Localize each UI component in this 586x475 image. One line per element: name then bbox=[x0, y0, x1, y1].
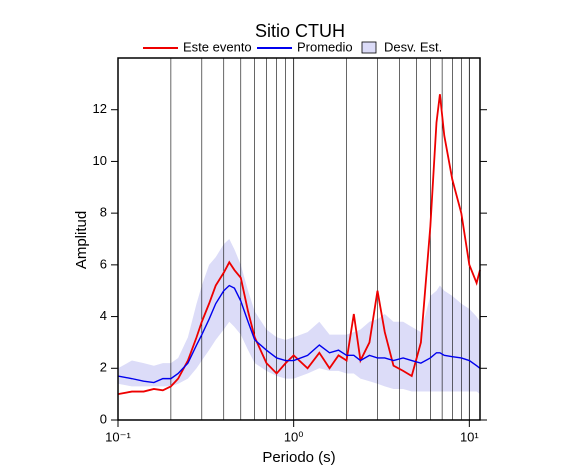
x-tick-label: 10¹ bbox=[460, 429, 479, 444]
y-axis-label: Amplitud bbox=[73, 211, 90, 269]
legend-label: Promedio bbox=[297, 39, 353, 54]
grid-layer bbox=[111, 58, 487, 427]
legend-swatch bbox=[361, 41, 377, 54]
plot-frame bbox=[117, 57, 481, 421]
y-tick-label: 10 bbox=[93, 153, 107, 168]
y-tick-label: 4 bbox=[100, 308, 107, 323]
y-tick-label: 8 bbox=[100, 205, 107, 220]
x-tick-label: 10⁰ bbox=[284, 429, 304, 444]
series-line bbox=[117, 284, 481, 384]
line-layer bbox=[117, 94, 481, 396]
y-tick-label: 12 bbox=[93, 101, 107, 116]
y-tick-label: 0 bbox=[100, 411, 107, 426]
legend-label: Desv. Est. bbox=[384, 39, 442, 54]
series-line bbox=[117, 94, 481, 396]
y-tick-label: 6 bbox=[100, 256, 107, 271]
x-tick-label: 10⁻¹ bbox=[105, 429, 131, 444]
chart-title: Sitio CTUH bbox=[255, 21, 345, 41]
x-axis-label: Periodo (s) bbox=[262, 449, 335, 466]
area-layer bbox=[118, 239, 480, 395]
y-tick-label: 2 bbox=[100, 360, 107, 375]
std-band bbox=[118, 239, 480, 395]
legend-label: Este evento bbox=[183, 39, 252, 54]
